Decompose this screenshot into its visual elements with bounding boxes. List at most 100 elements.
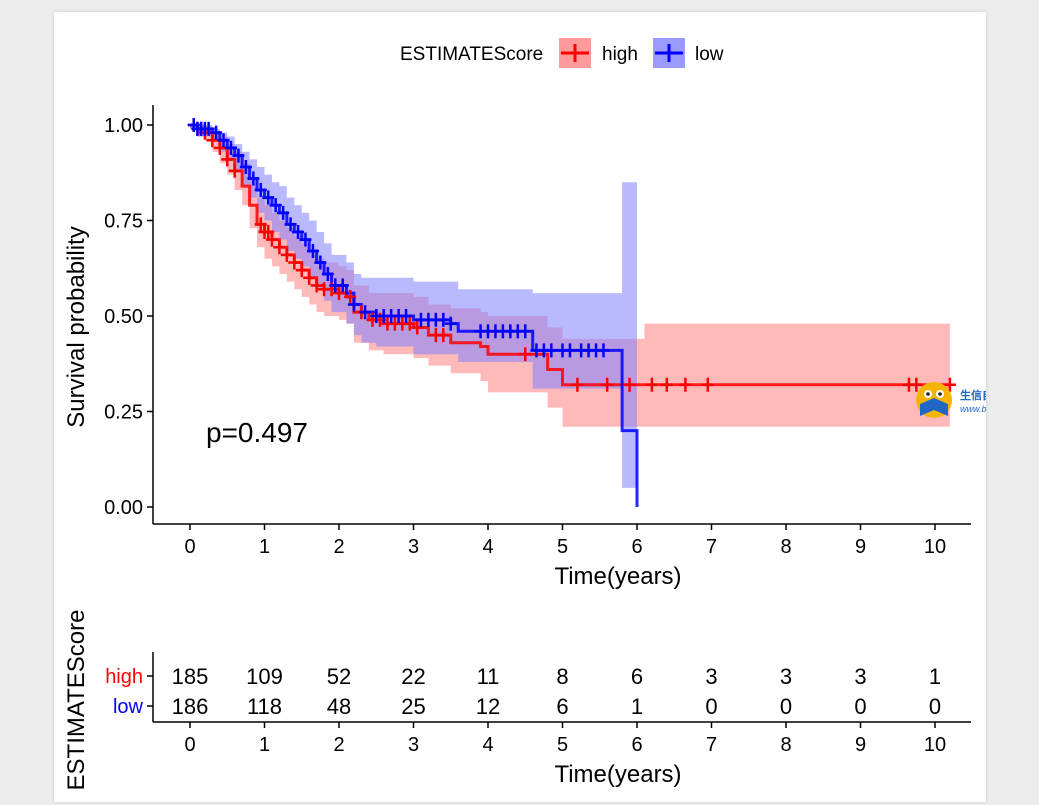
x-tick-label: 10 [924,536,946,558]
risk-cell-high: 1 [929,664,941,689]
censor-mark-high [295,263,308,278]
x-tick-label: 0 [184,536,195,558]
censor-mark-high [701,377,714,392]
risk-cell-low: 0 [854,694,866,719]
censor-mark-low [232,148,245,163]
risk-cell-low: 25 [401,694,425,719]
risk-row-label-low: low [113,696,144,718]
survival-plot: 0.00 0.25 0.50 0.75 1.00 0 1 2 3 4 5 6 7 8 9 10 Time(y… [63,105,971,590]
censor-mark-low [306,244,319,259]
legend-key-low[interactable]: low [653,38,724,68]
y-axis-label: Survival probability [63,226,90,427]
risk-cell-high: 11 [477,664,500,689]
censor-mark-high [344,289,357,304]
risk-table-title: ESTIMATEScore [63,610,90,791]
censor-mark-high [601,377,614,392]
x-tick-label: 1 [259,536,270,558]
survival-curve-high [190,123,950,387]
x-axis-ticks: 0 1 2 3 4 5 6 7 8 9 10 [184,524,946,558]
risk-cell-high: 3 [780,664,792,689]
x-tick-label: 8 [780,536,791,558]
censor-mark-low [519,324,532,339]
confidence-band-low [190,125,637,488]
y-tick-label: 0.00 [104,497,143,519]
censor-mark-high [437,328,450,343]
risk-cell-high: 185 [172,664,209,689]
censor-mark-high [303,270,316,285]
censor-mark-low [202,121,215,136]
x-tick-label: 2 [333,536,344,558]
x-tick-label: 2 [333,734,344,756]
censor-mark-low [347,297,360,312]
y-tick-label: 0.50 [104,306,143,328]
risk-x-axis-ticks: 0 1 2 3 4 5 6 7 8 9 10 [184,722,946,756]
censor-mark-high [519,347,532,362]
confidence-band-high [190,125,950,427]
x-tick-label: 6 [631,536,642,558]
x-tick-label: 7 [706,734,717,756]
risk-cell-low: 48 [327,694,351,719]
censor-mark-high [265,232,278,247]
censor-mark-high [310,278,323,293]
risk-cell-high: 22 [401,664,425,689]
x-tick-label: 9 [855,734,866,756]
figure-panel: ESTIMATEScore high low 0.00 0.25 0.50 0.75 1… [54,12,986,802]
censor-mark-low [254,182,267,197]
x-tick-label: 4 [482,734,493,756]
censor-mark-low [292,224,305,239]
x-tick-label: 8 [780,734,791,756]
confidence-bands [190,125,950,488]
legend: ESTIMATEScore high low [400,38,724,68]
risk-cell-low: 1 [631,694,643,719]
censor-mark-high [623,377,636,392]
censor-mark-high [660,377,673,392]
censor-mark-high [645,377,658,392]
censor-mark-high [206,133,219,148]
x-tick-label: 0 [184,734,195,756]
x-tick-label: 4 [482,536,493,558]
x-tick-label: 3 [408,536,419,558]
risk-cell-low: 118 [247,694,282,719]
censor-mark-low [262,190,275,205]
censor-marks [187,118,956,392]
censor-mark-low [210,125,223,140]
risk-row-label-high: high [105,666,143,688]
censor-mark-low [239,160,252,175]
risk-cell-high: 6 [631,664,643,689]
legend-label-low: low [695,44,724,65]
risk-cell-high: 52 [327,664,351,689]
x-tick-label: 6 [631,734,642,756]
censor-mark-low [563,343,576,358]
legend-title: ESTIMATEScore [400,44,543,65]
censor-mark-high [221,152,234,167]
censor-mark-high [943,377,956,392]
censor-mark-low [437,312,450,327]
risk-x-axis-label: Time(years) [554,761,681,788]
censor-mark-low [247,171,260,186]
censor-mark-low [299,232,312,247]
risk-cell-low: 0 [705,694,717,719]
y-tick-label: 0.75 [104,211,143,233]
censor-mark-low [217,133,230,148]
censor-mark-high [403,316,416,331]
legend-key-high[interactable]: high [559,38,638,68]
censor-mark-low [321,266,334,281]
censor-mark-high [571,377,584,392]
censor-mark-low [336,278,349,293]
x-tick-label: 7 [706,536,717,558]
risk-cell-high: 8 [556,664,568,689]
censor-mark-low [444,316,457,331]
censor-mark-high [228,163,241,178]
risk-cell-high: 109 [246,664,283,689]
survival-figure: ESTIMATEScore high low 0.00 0.25 0.50 0.75 1… [63,38,986,791]
x-tick-label: 5 [557,734,568,756]
x-tick-label: 5 [557,536,568,558]
censor-mark-high [280,247,293,262]
censor-mark-high [333,286,345,301]
x-axis-label: Time(years) [554,563,681,590]
risk-cell-low: 0 [780,694,792,719]
censor-mark-high [910,377,923,392]
x-tick-label: 3 [408,734,419,756]
risk-cell-high: 3 [854,664,866,689]
